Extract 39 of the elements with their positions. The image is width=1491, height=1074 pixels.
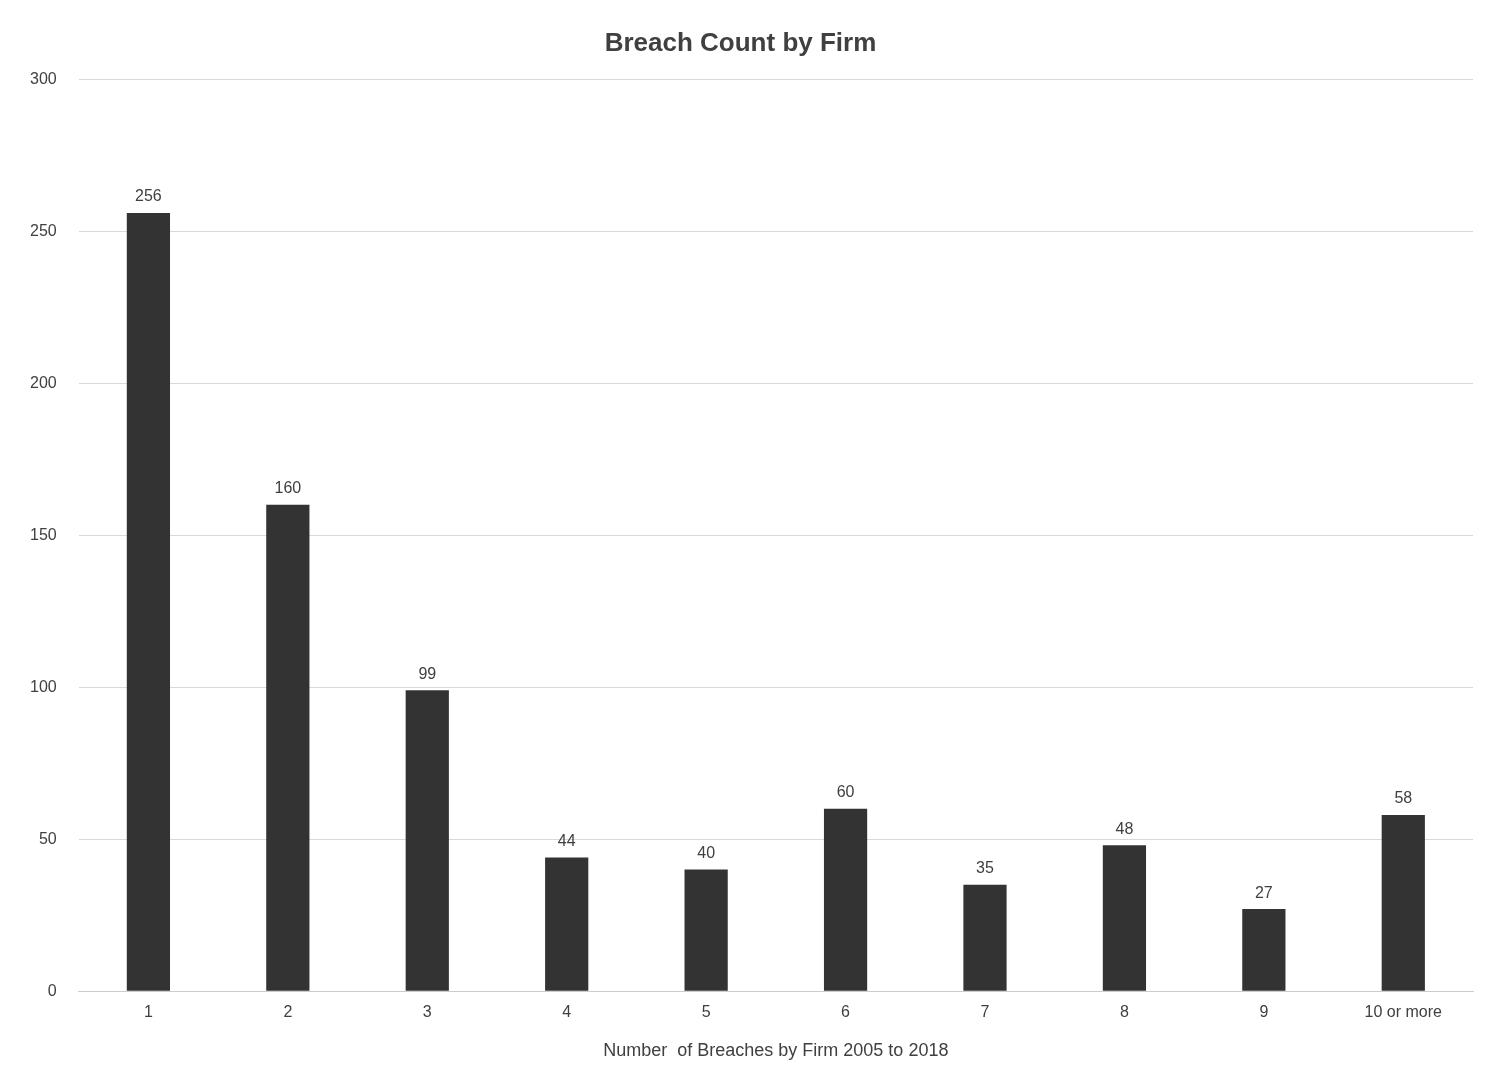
x-tick-label: 9	[1259, 1003, 1269, 1021]
y-tick-label: 0	[47, 981, 57, 999]
bar	[1242, 909, 1286, 991]
x-tick-label: 4	[562, 1003, 572, 1021]
y-tick-label: 50	[38, 829, 57, 847]
bar	[1102, 845, 1147, 991]
bar	[823, 808, 868, 991]
chart-title: Breach Count by Firm	[604, 26, 877, 57]
x-tick-label: 10 or more	[1364, 1003, 1443, 1021]
y-tick-label: 100	[29, 677, 57, 695]
x-tick-label: 6	[841, 1003, 851, 1021]
bar	[126, 212, 171, 991]
data-label: 256	[135, 187, 162, 205]
x-tick-label: 2	[283, 1003, 293, 1021]
bar	[405, 690, 449, 991]
bar	[684, 869, 728, 991]
x-tick-label: 1	[143, 1003, 153, 1021]
y-tick-label: 200	[29, 373, 57, 391]
data-label: 27	[1254, 883, 1273, 901]
bar	[963, 884, 1007, 991]
x-tick-label: 3	[422, 1003, 432, 1021]
x-tick-label: 5	[701, 1003, 711, 1021]
x-axis-title: Number of Breaches by Firm 2005 to 2018	[603, 1040, 949, 1061]
data-label: 48	[1115, 819, 1134, 837]
x-tick-label: 7	[980, 1003, 990, 1021]
data-label: 35	[976, 859, 994, 877]
data-label: 160	[274, 479, 302, 497]
bar	[266, 504, 310, 991]
y-tick-label: 150	[29, 525, 57, 543]
y-tick-label: 250	[29, 221, 57, 239]
data-label: 44	[557, 831, 576, 849]
y-tick-label: 300	[29, 69, 57, 87]
data-label: 99	[418, 664, 437, 682]
bar	[1381, 814, 1425, 991]
data-label: 58	[1394, 789, 1413, 807]
data-label: 40	[697, 844, 716, 862]
bar	[545, 857, 589, 991]
x-tick-label: 8	[1119, 1003, 1129, 1021]
data-label: 60	[836, 783, 855, 801]
